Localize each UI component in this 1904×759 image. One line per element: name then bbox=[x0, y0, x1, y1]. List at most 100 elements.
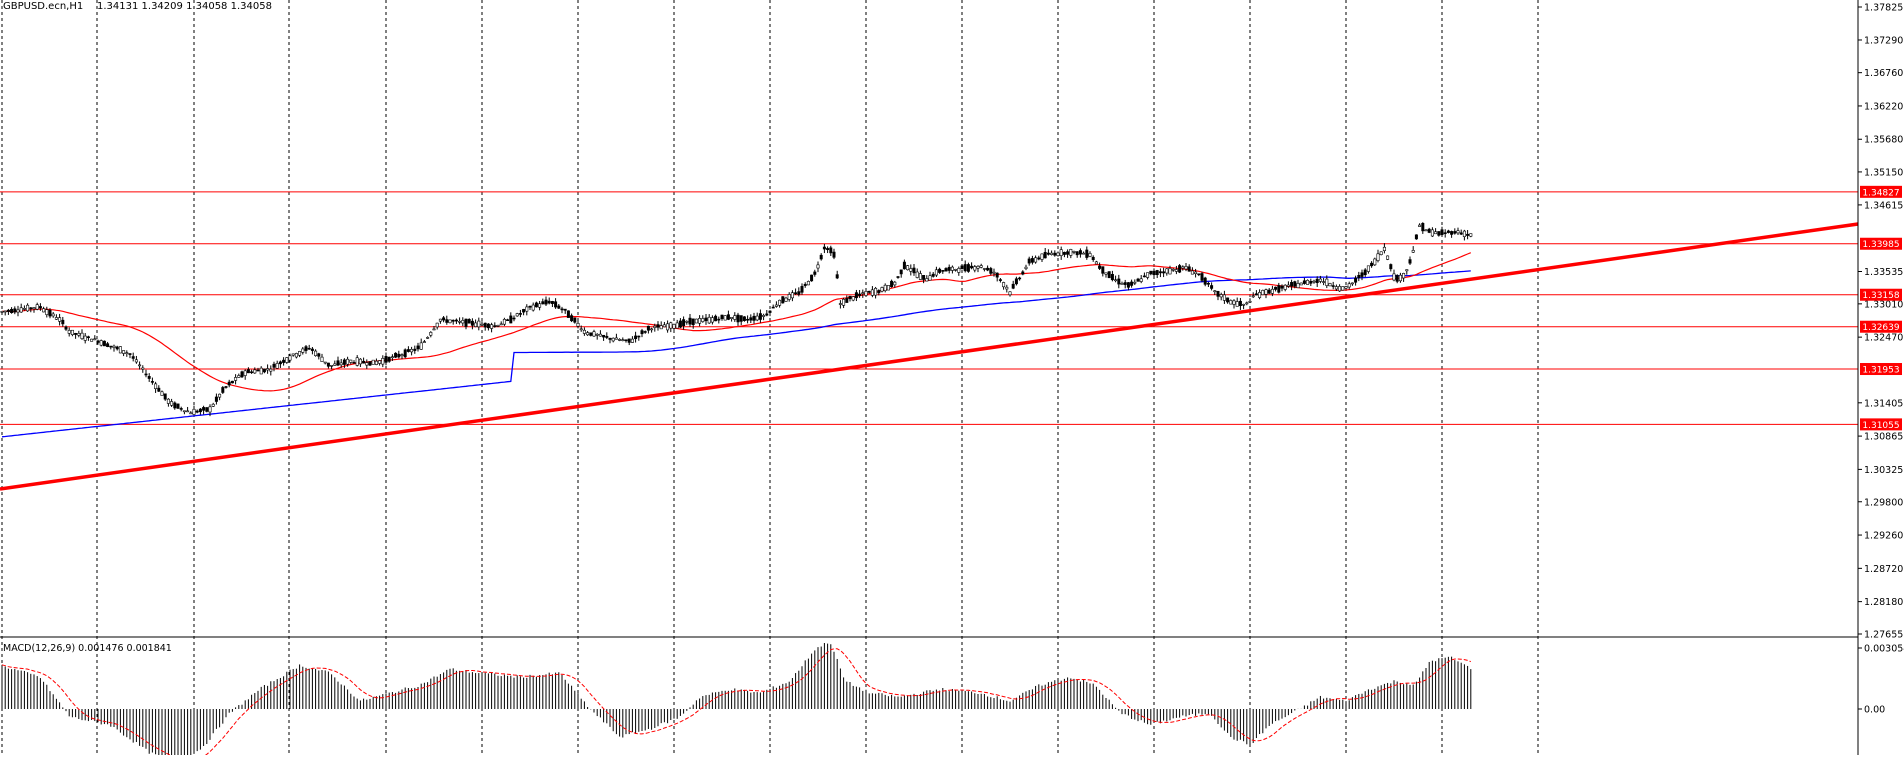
candle-body bbox=[630, 338, 634, 343]
candle-body bbox=[1226, 297, 1230, 303]
candle-body bbox=[992, 271, 996, 274]
candle-body bbox=[749, 317, 753, 321]
candle-body bbox=[1082, 252, 1086, 255]
candle-body bbox=[1392, 273, 1396, 281]
candle-body bbox=[214, 396, 218, 402]
candle-body bbox=[170, 401, 174, 406]
candle-body bbox=[522, 309, 526, 313]
candle-body bbox=[160, 391, 164, 396]
price-tick-label: 1.36220 bbox=[1864, 101, 1903, 112]
candle-body bbox=[698, 318, 702, 324]
candle-body bbox=[806, 281, 810, 286]
candle-body bbox=[1427, 228, 1431, 233]
candle-body bbox=[934, 269, 938, 276]
candle-body bbox=[490, 324, 494, 329]
candle-body bbox=[1462, 230, 1466, 237]
candle-body bbox=[710, 317, 714, 323]
candle-body bbox=[1171, 268, 1175, 271]
candle-body bbox=[742, 316, 746, 321]
macd-tick-label: 0.003054 bbox=[1864, 644, 1904, 655]
candle-body bbox=[202, 407, 206, 411]
candle-body bbox=[1222, 294, 1226, 301]
candle-body bbox=[1274, 286, 1278, 290]
candle-body bbox=[656, 324, 660, 328]
trend-line[interactable] bbox=[0, 222, 1859, 491]
candle-body bbox=[1037, 257, 1041, 260]
candle-body bbox=[486, 323, 490, 329]
candle-body bbox=[714, 315, 718, 322]
candle-body bbox=[816, 264, 820, 269]
candle-body bbox=[1418, 224, 1422, 227]
candle-body bbox=[400, 354, 404, 357]
candle-body bbox=[736, 314, 740, 323]
candle-body bbox=[1251, 295, 1255, 298]
candle-body bbox=[506, 319, 510, 322]
candle-body bbox=[762, 315, 766, 317]
candle-body bbox=[275, 363, 279, 369]
candle-body bbox=[1107, 271, 1111, 279]
candle-body bbox=[534, 302, 538, 308]
macd-histogram bbox=[1, 642, 1472, 759]
candle-body bbox=[1149, 270, 1153, 275]
candle-body bbox=[733, 315, 737, 320]
candle-body bbox=[1104, 272, 1108, 275]
candle-body bbox=[781, 296, 785, 304]
candle-body bbox=[810, 274, 814, 282]
candle-body bbox=[1162, 271, 1166, 274]
candle-body bbox=[774, 304, 778, 307]
candle-body bbox=[22, 308, 26, 310]
candle-body bbox=[1267, 289, 1271, 294]
candle-body bbox=[851, 296, 855, 301]
candle-body bbox=[845, 298, 849, 303]
candle-body bbox=[1024, 266, 1028, 269]
candle-body bbox=[483, 322, 487, 328]
candle-body bbox=[611, 337, 615, 342]
candle-body bbox=[109, 345, 113, 348]
candle-body bbox=[253, 369, 257, 374]
candle-body bbox=[922, 275, 926, 280]
candle-body bbox=[842, 298, 846, 306]
candle-body bbox=[794, 292, 798, 295]
candle-body bbox=[285, 357, 289, 363]
candle-body bbox=[819, 254, 823, 260]
candle-body bbox=[915, 271, 919, 278]
candle-body bbox=[624, 339, 628, 342]
candle-body bbox=[550, 301, 554, 304]
candle-body bbox=[1197, 273, 1201, 276]
candle-body bbox=[141, 367, 145, 370]
candle-body bbox=[125, 352, 129, 354]
candle-body bbox=[333, 363, 337, 366]
candle-body bbox=[768, 310, 772, 313]
candle-body bbox=[301, 348, 305, 353]
candle-body bbox=[826, 248, 830, 251]
candle-body bbox=[650, 328, 654, 331]
candle-body bbox=[74, 333, 78, 335]
candle-body bbox=[566, 310, 570, 318]
candle-body bbox=[86, 336, 90, 338]
level-label-box bbox=[1860, 418, 1902, 431]
candle-body bbox=[525, 306, 529, 312]
candle-body bbox=[1040, 253, 1044, 260]
candle-body bbox=[51, 313, 55, 317]
candle-body bbox=[1443, 232, 1447, 234]
macd-title: MACD(12,26,9) 0.001476 0.001841 bbox=[3, 643, 172, 654]
candle-body bbox=[406, 349, 410, 352]
candle-body bbox=[454, 319, 458, 322]
candle-body bbox=[1146, 272, 1150, 278]
symbol-label: GBPUSD.ecn,H1 bbox=[3, 1, 83, 12]
candle-body bbox=[966, 264, 970, 272]
candle-body bbox=[378, 360, 382, 364]
horizontal-levels[interactable] bbox=[0, 191, 1858, 425]
candle-body bbox=[1062, 251, 1066, 255]
candle-body bbox=[1120, 283, 1124, 285]
candle-body bbox=[0, 311, 4, 313]
candle-body bbox=[77, 333, 81, 336]
candle-body bbox=[944, 268, 948, 272]
candle-body bbox=[870, 289, 874, 296]
candle-body bbox=[1290, 282, 1294, 287]
candle-body bbox=[243, 370, 247, 376]
candle-body bbox=[803, 283, 807, 286]
level-label-box bbox=[1860, 320, 1902, 333]
